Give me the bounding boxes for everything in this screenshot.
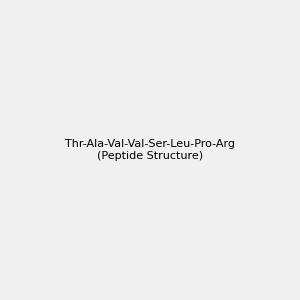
Text: Thr-Ala-Val-Val-Ser-Leu-Pro-Arg
(Peptide Structure): Thr-Ala-Val-Val-Ser-Leu-Pro-Arg (Peptide… [65, 139, 235, 161]
